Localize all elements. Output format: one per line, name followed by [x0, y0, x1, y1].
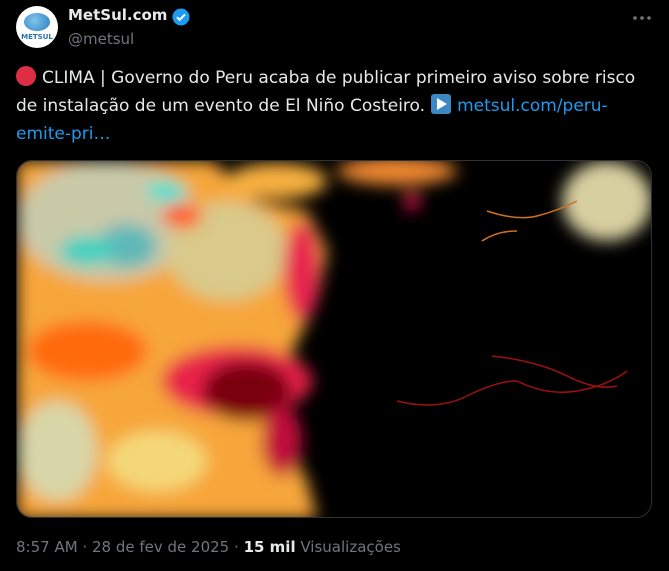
tweet-image[interactable] [16, 160, 652, 518]
sst-map [17, 161, 651, 517]
verified-badge [172, 8, 190, 26]
emoji-red-circle [16, 66, 36, 86]
avatar[interactable]: METSUL [16, 6, 58, 48]
tweet-footer: 8:57 AM · 28 de fev de 2025 · 15 mil Vis… [16, 538, 401, 556]
author-name[interactable]: MetSul.com [68, 6, 168, 24]
views-label: Visualizações [300, 538, 401, 556]
author-handle[interactable]: @metsul [68, 30, 135, 48]
date: 28 de fev de 2025 [92, 538, 230, 556]
views-count: 15 mil [243, 538, 296, 556]
tweet-body: CLIMA | Governo do Peru acaba de publica… [16, 68, 636, 116]
more-menu[interactable] [632, 8, 652, 28]
separator: · [82, 538, 88, 556]
logo-cloud [24, 13, 50, 31]
separator: · [234, 538, 239, 556]
tweet-text: CLIMA | Governo do Peru acaba de publica… [16, 64, 646, 148]
time: 8:57 AM [16, 538, 78, 556]
emoji-play [431, 94, 452, 114]
logo-text: METSUL [21, 33, 53, 41]
tweet-link[interactable]: metsul.com/peru-emite-pri… [16, 96, 608, 144]
